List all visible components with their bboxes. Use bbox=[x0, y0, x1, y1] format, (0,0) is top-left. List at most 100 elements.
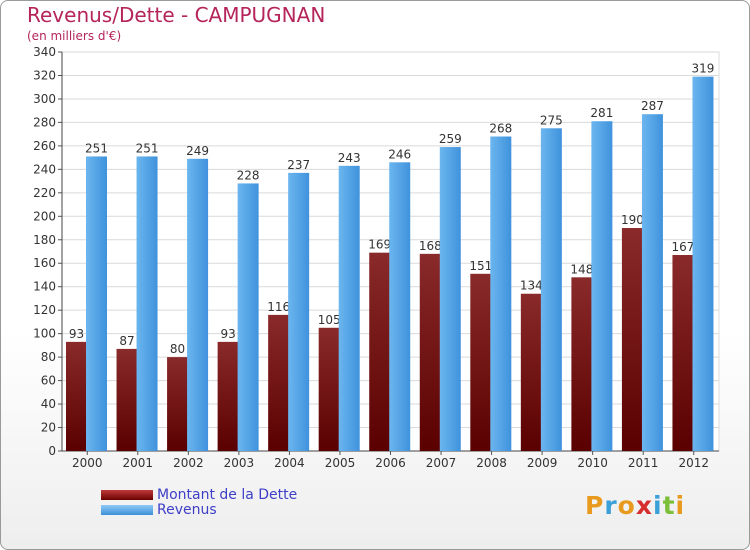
bar-revenus bbox=[540, 128, 562, 451]
y-tick-label: 60 bbox=[41, 374, 56, 388]
data-label-dette: 80 bbox=[170, 342, 185, 356]
y-tick-label: 120 bbox=[33, 303, 56, 317]
y-tick-label: 340 bbox=[33, 45, 56, 59]
chart-subtitle: (en milliers d'€) bbox=[27, 29, 122, 43]
x-tick-label: 2009 bbox=[527, 456, 558, 470]
bar-revenus bbox=[86, 156, 107, 451]
legend-item-dette: Montant de la Dette bbox=[101, 486, 298, 503]
data-label-revenus: 275 bbox=[540, 113, 563, 127]
legend: Montant de la Dette Revenus bbox=[101, 486, 298, 518]
bar-revenus bbox=[136, 156, 158, 451]
logo-letter: P bbox=[585, 491, 605, 520]
y-tick-label: 0 bbox=[48, 444, 56, 458]
bar-revenus bbox=[389, 162, 411, 451]
data-label-revenus: 251 bbox=[85, 141, 108, 155]
data-label-revenus: 287 bbox=[641, 99, 664, 113]
y-tick-label: 160 bbox=[33, 256, 56, 270]
x-tick-label: 2004 bbox=[274, 456, 305, 470]
x-tick-label: 2005 bbox=[325, 456, 356, 470]
y-tick-label: 300 bbox=[33, 92, 56, 106]
bar-dette bbox=[66, 341, 87, 451]
bar-dette bbox=[419, 253, 441, 451]
bar-revenus bbox=[641, 114, 663, 452]
bar-revenus bbox=[338, 165, 360, 452]
x-tick-label: 2012 bbox=[678, 456, 709, 470]
data-label-revenus: 228 bbox=[237, 168, 260, 182]
bar-revenus bbox=[237, 183, 259, 451]
bar-dette bbox=[116, 348, 138, 451]
bar-revenus bbox=[288, 172, 310, 451]
bar-revenus bbox=[591, 121, 613, 452]
bar-revenus bbox=[692, 76, 714, 452]
data-label-revenus: 259 bbox=[439, 132, 462, 146]
y-tick-label: 40 bbox=[41, 397, 56, 411]
data-label-dette: 167 bbox=[672, 240, 695, 254]
data-label-dette: 105 bbox=[318, 313, 341, 327]
y-tick-label: 100 bbox=[33, 327, 56, 341]
y-tick-label: 240 bbox=[33, 162, 56, 176]
data-label-dette: 169 bbox=[368, 238, 391, 252]
logo-letter: r bbox=[604, 491, 618, 520]
bar-dette bbox=[621, 228, 643, 451]
data-label-dette: 93 bbox=[69, 327, 84, 341]
x-tick-label: 2002 bbox=[173, 456, 204, 470]
bar-revenus bbox=[490, 136, 512, 451]
data-label-revenus: 319 bbox=[692, 62, 715, 76]
y-tick-label: 20 bbox=[41, 421, 56, 435]
data-label-dette: 190 bbox=[621, 213, 644, 227]
data-label-revenus: 281 bbox=[590, 106, 613, 120]
legend-swatch-revenus bbox=[101, 504, 153, 515]
bar-revenus bbox=[187, 158, 209, 451]
y-tick-label: 200 bbox=[33, 209, 56, 223]
logo-letter: i bbox=[653, 491, 663, 520]
data-label-dette: 93 bbox=[220, 327, 235, 341]
proxiti-logo: Proxiti bbox=[585, 491, 685, 520]
data-label-dette: 151 bbox=[469, 259, 492, 273]
bar-dette bbox=[318, 327, 340, 451]
bar-dette bbox=[672, 255, 694, 451]
y-tick-label: 280 bbox=[33, 115, 56, 129]
x-tick-label: 2000 bbox=[72, 456, 103, 470]
x-tick-label: 2008 bbox=[476, 456, 507, 470]
y-tick-label: 260 bbox=[33, 139, 56, 153]
legend-swatch-dette bbox=[101, 489, 153, 500]
x-tick-label: 2003 bbox=[224, 456, 255, 470]
data-label-revenus: 268 bbox=[489, 121, 512, 135]
data-label-dette: 168 bbox=[419, 239, 442, 253]
data-label-dette: 87 bbox=[119, 334, 134, 348]
y-tick-label: 180 bbox=[33, 233, 56, 247]
data-label-dette: 134 bbox=[520, 279, 543, 293]
bar-revenus bbox=[439, 147, 461, 451]
logo-letter: o bbox=[617, 491, 636, 520]
logo-letter: i bbox=[675, 491, 686, 520]
x-tick-label: 2006 bbox=[375, 456, 406, 470]
bar-dette bbox=[268, 314, 290, 451]
bar-dette bbox=[369, 252, 391, 451]
bar-dette bbox=[217, 341, 239, 451]
data-label-revenus: 237 bbox=[287, 158, 310, 172]
bar-dette bbox=[571, 277, 593, 451]
data-label-revenus: 243 bbox=[338, 151, 361, 165]
legend-label-dette: Montant de la Dette bbox=[157, 486, 298, 503]
data-label-revenus: 246 bbox=[388, 147, 411, 161]
bar-dette bbox=[520, 293, 542, 451]
logo-letter: t bbox=[662, 491, 676, 520]
legend-item-revenus: Revenus bbox=[101, 501, 297, 518]
y-tick-label: 80 bbox=[41, 350, 56, 364]
x-tick-label: 2007 bbox=[426, 456, 457, 470]
data-label-dette: 116 bbox=[267, 300, 290, 314]
data-label-revenus: 251 bbox=[136, 141, 159, 155]
chart-title: Revenus/Dette - CAMPUGNAN bbox=[27, 3, 326, 27]
data-label-dette: 148 bbox=[570, 262, 593, 276]
y-tick-label: 320 bbox=[33, 68, 56, 82]
x-tick-label: 2001 bbox=[123, 456, 154, 470]
legend-label-revenus: Revenus bbox=[157, 501, 217, 518]
data-label-revenus: 249 bbox=[186, 144, 209, 158]
y-tick-label: 140 bbox=[33, 280, 56, 294]
logo-letter: x bbox=[635, 491, 653, 520]
x-tick-label: 2011 bbox=[628, 456, 659, 470]
bar-dette bbox=[167, 357, 189, 451]
x-tick-label: 2010 bbox=[577, 456, 608, 470]
